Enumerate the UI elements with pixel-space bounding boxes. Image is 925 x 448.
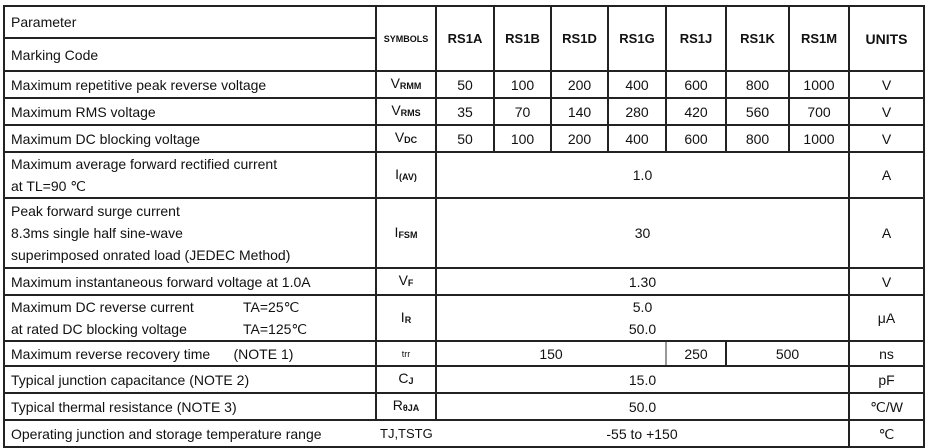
row-rth: Typical thermal resistance (NOTE 3) RθJA… — [3, 392, 925, 421]
value: 150 — [435, 340, 667, 367]
value: 420 — [665, 97, 727, 126]
unit: A — [848, 197, 925, 269]
part-header: RS1J — [665, 5, 727, 72]
value: 280 — [607, 97, 667, 126]
unit: V — [848, 97, 925, 126]
value: 100 — [493, 124, 552, 153]
symbol: CJ — [375, 365, 437, 394]
unit: V — [848, 70, 925, 99]
symbol: VF — [375, 267, 437, 296]
part-header: RS1K — [725, 5, 790, 72]
row-vrms: Maximum RMS voltage VRMS 35 70 140 280 420 56… — [3, 97, 925, 126]
param-label: Maximum RMS voltage — [3, 97, 377, 126]
unit: V — [848, 124, 925, 153]
symbol: I(AV) — [375, 151, 437, 199]
row-trr: Maximum reverse recovery time (NOTE 1) t… — [3, 340, 925, 367]
value: 700 — [788, 97, 850, 126]
value: 600 — [665, 124, 727, 153]
value: 1000 — [788, 124, 850, 153]
unit: pF — [848, 365, 925, 394]
value: 400 — [607, 70, 667, 99]
unit: ℃ — [848, 419, 925, 448]
value: 1.0 — [435, 151, 850, 199]
param-label: Maximum reverse recovery time (NOTE 1) — [3, 340, 377, 367]
value: -55 to +150 — [436, 419, 850, 448]
param-label: Maximum DC reverse current TA=25℃ at rate… — [3, 294, 377, 342]
value: 35 — [435, 97, 495, 126]
symbol: trr — [375, 340, 437, 367]
value: 800 — [725, 70, 790, 99]
unit: ℃/W — [848, 392, 925, 421]
part-header: RS1G — [607, 5, 667, 72]
param-label: Maximum repetitive peak reverse voltage — [3, 70, 377, 99]
symbol: IFSM — [375, 197, 437, 269]
marking-code-label: Marking Code — [3, 37, 377, 72]
value: 70 — [493, 97, 552, 126]
value: 50.0 — [435, 392, 850, 421]
part-header: RS1D — [550, 5, 609, 72]
unit: A — [848, 151, 925, 199]
param-label: Maximum instantaneous forward voltage at… — [3, 267, 377, 296]
value: 200 — [550, 124, 609, 153]
value: 560 — [725, 97, 790, 126]
value: 100 — [493, 70, 552, 99]
param-label: Maximum DC blocking voltage — [3, 124, 377, 153]
row-iav: Maximum average forward rectified curren… — [3, 151, 925, 199]
value: 50 — [435, 124, 495, 153]
unit: μA — [848, 294, 925, 342]
part-header: RS1A — [435, 5, 495, 72]
row-ir: Maximum DC reverse current TA=25℃ at rate… — [3, 294, 925, 342]
symbol: VDC — [375, 124, 437, 153]
part-header: RS1B — [493, 5, 552, 72]
value: 500 — [725, 340, 850, 367]
value: 1000 — [788, 70, 850, 99]
symbol: TJ,TSTG — [376, 419, 436, 448]
symbol: RθJA — [375, 392, 437, 421]
row-vdc: Maximum DC blocking voltage VDC 50 100 200… — [3, 124, 925, 153]
row-cj: Typical junction capacitance (NOTE 2) CJ… — [3, 365, 925, 394]
value: 50 — [435, 70, 495, 99]
unit: V — [848, 267, 925, 296]
row-vrrm: Maximum repetitive peak reverse voltage … — [3, 70, 925, 99]
ratings-table: Parameter SYMBOLS RS1A RS1B RS1D RS1G RS… — [3, 5, 925, 448]
part-header: RS1M — [788, 5, 850, 72]
symbol: IR — [375, 294, 437, 342]
value: 800 — [725, 124, 790, 153]
value: 250 — [665, 340, 727, 367]
value: 400 — [607, 124, 667, 153]
row-ifsm: Peak forward surge current 8.3ms single h… — [3, 197, 925, 269]
param-label: Maximum average forward rectified curren… — [3, 151, 377, 199]
row-vf: Maximum instantaneous forward voltage at… — [3, 267, 925, 296]
value: 5.0 50.0 — [435, 294, 850, 342]
parameter-header: Parameter — [3, 5, 377, 39]
symbol: VRMM — [375, 70, 437, 99]
value: 200 — [550, 70, 609, 99]
value: 30 — [435, 197, 850, 269]
symbols-header: SYMBOLS — [375, 5, 437, 72]
row-tj: Operating junction and storage temperatu… — [3, 419, 925, 448]
unit: ns — [848, 340, 925, 367]
param-label: Operating junction and storage temperatu… — [3, 419, 376, 448]
value: 15.0 — [435, 365, 850, 394]
value: 1.30 — [435, 267, 850, 296]
symbol: VRMS — [375, 97, 437, 126]
param-label: Typical thermal resistance (NOTE 3) — [3, 392, 377, 421]
param-label: Peak forward surge current 8.3ms single h… — [3, 197, 377, 269]
param-label: Typical junction capacitance (NOTE 2) — [3, 365, 377, 394]
units-header: UNITS — [848, 5, 925, 72]
value: 600 — [665, 70, 727, 99]
value: 140 — [550, 97, 609, 126]
